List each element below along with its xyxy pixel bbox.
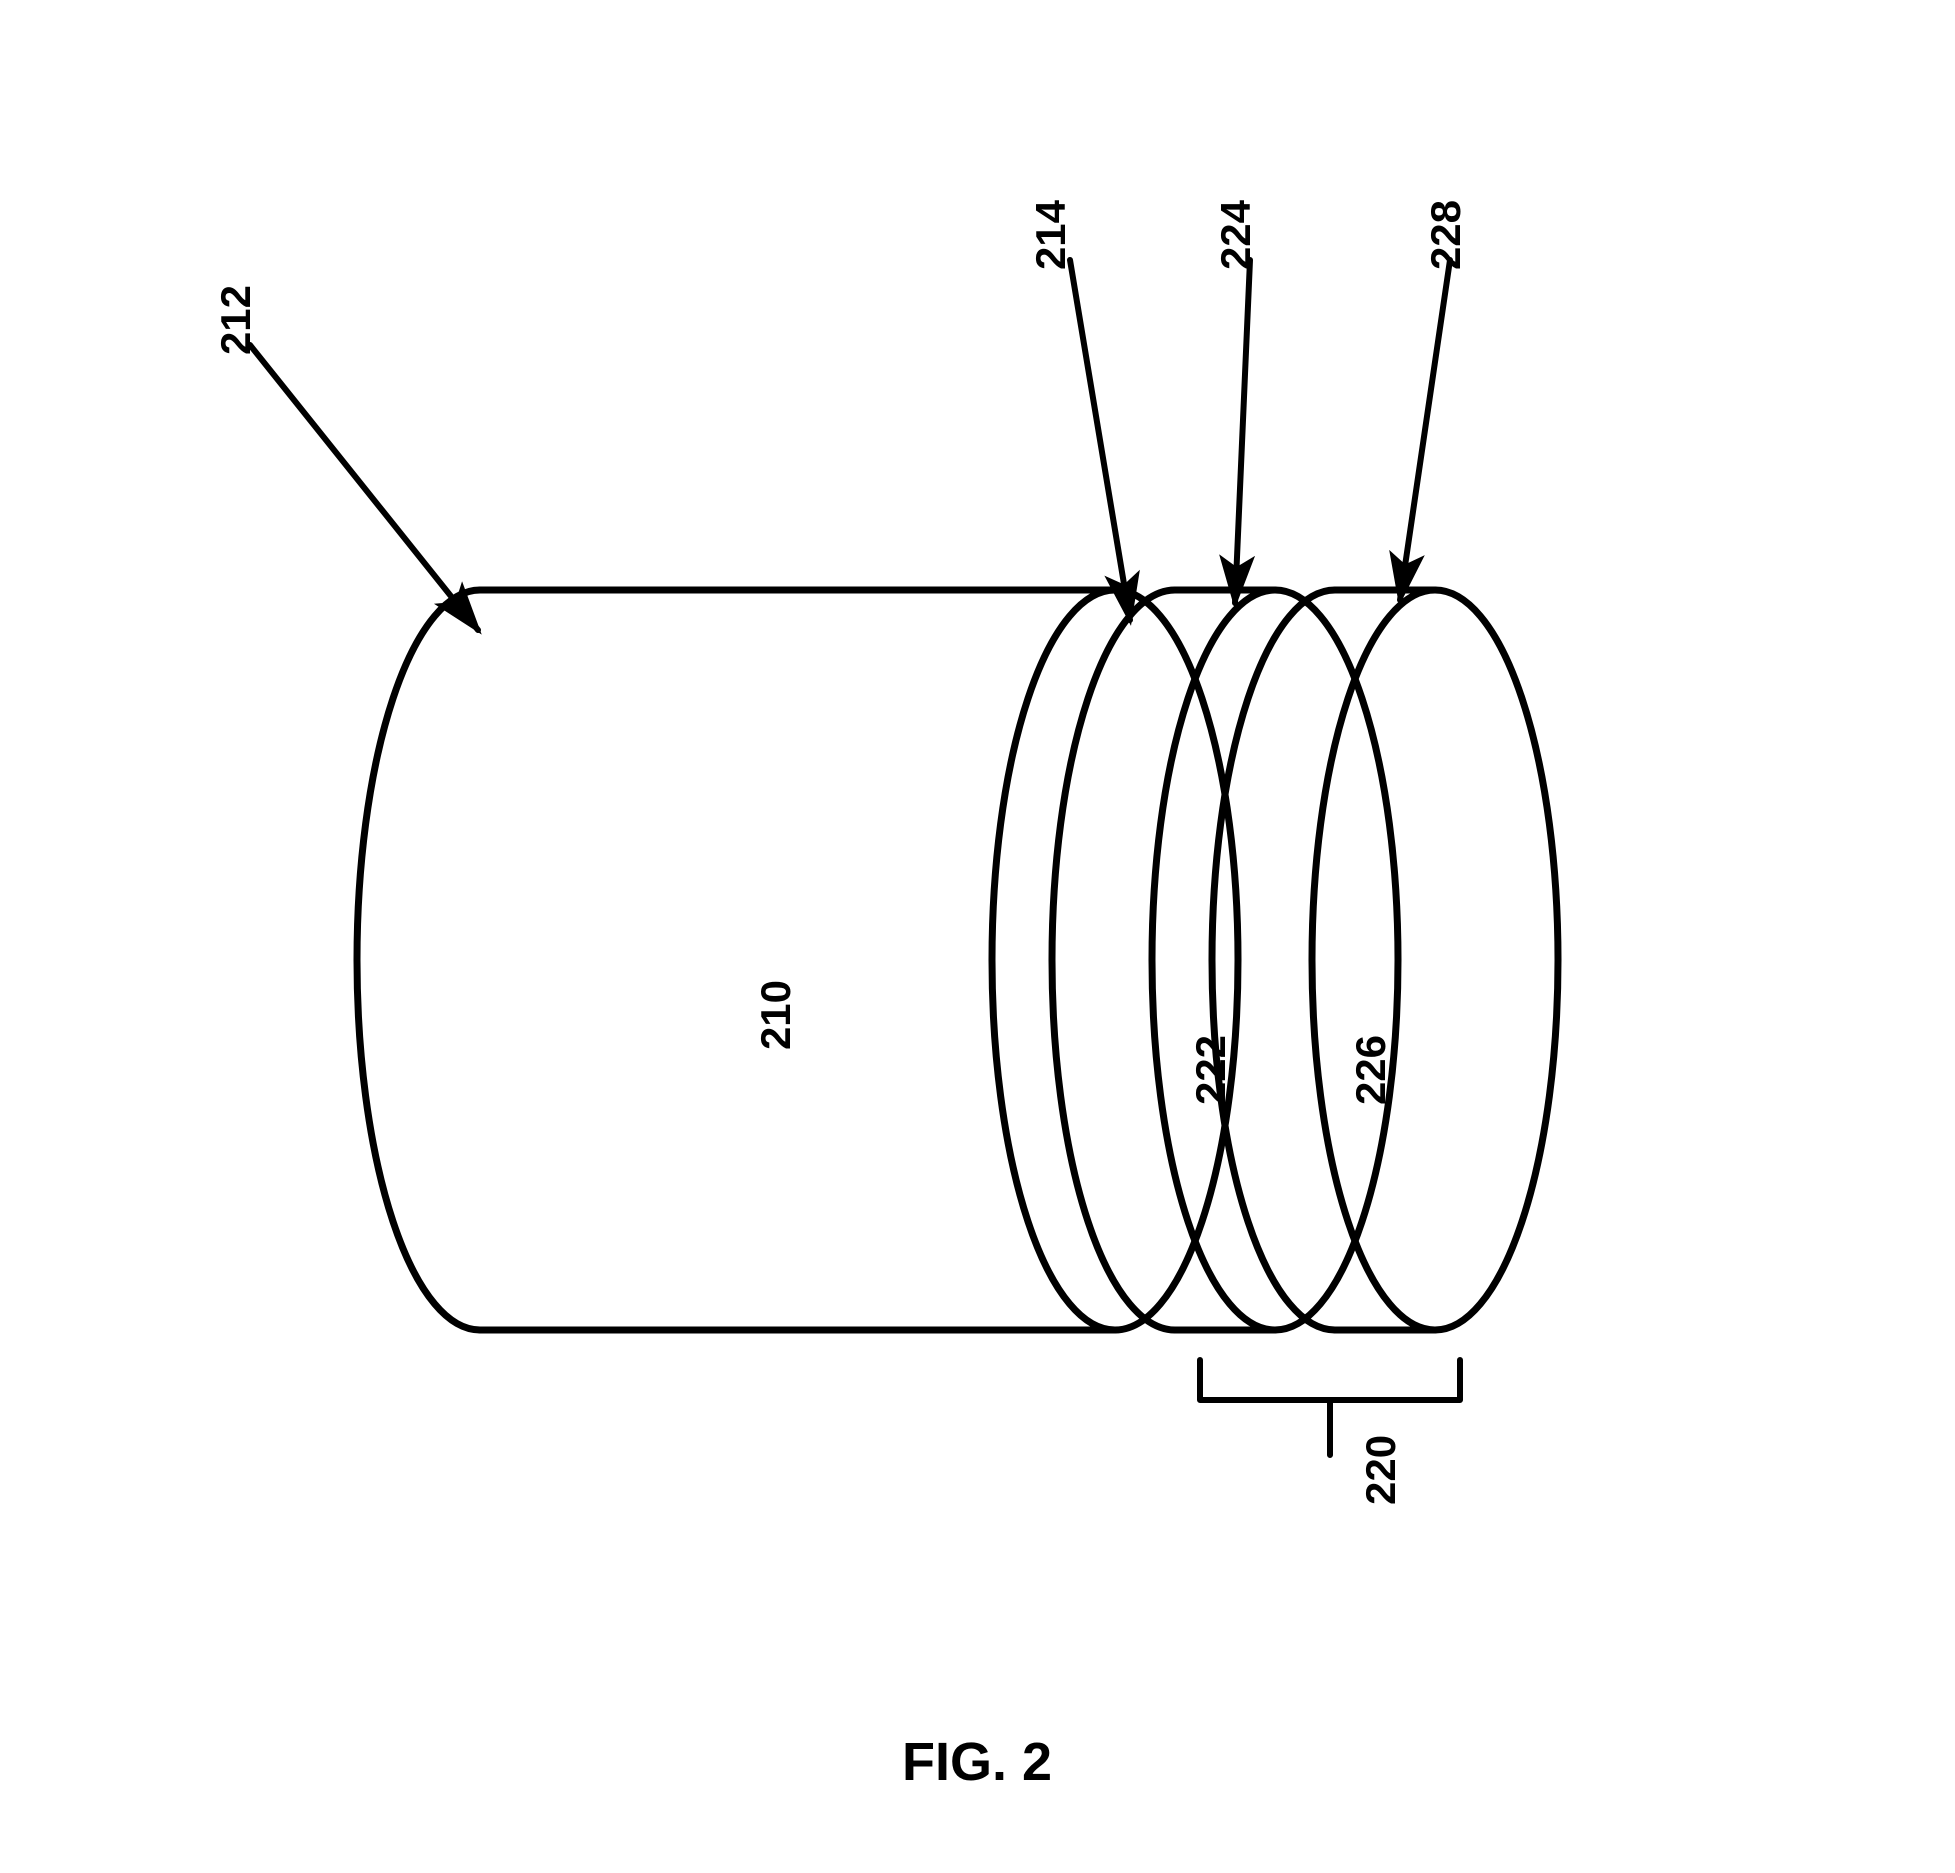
cylinder-body (357, 590, 1238, 1330)
label-224: 224 (1212, 199, 1259, 270)
figure-caption: FIG. 2 (902, 1732, 1052, 1792)
label-226: 226 (1347, 1035, 1394, 1105)
arrow-212 (250, 345, 478, 630)
label-220: 220 (1357, 1435, 1404, 1505)
label-228: 228 (1422, 200, 1469, 270)
arrow-224 (1235, 260, 1250, 603)
figure-2-diagram: 210 212 214 222 224 226 228 220 FIG. 2 (0, 0, 1955, 1873)
disc-2 (1212, 590, 1558, 1330)
arrow-214 (1070, 260, 1130, 620)
label-210: 210 (752, 980, 799, 1050)
label-212: 212 (212, 285, 259, 355)
arrow-228 (1400, 260, 1450, 600)
bracket-220 (1200, 1360, 1460, 1455)
label-222: 222 (1187, 1035, 1234, 1105)
label-214: 214 (1027, 199, 1074, 270)
